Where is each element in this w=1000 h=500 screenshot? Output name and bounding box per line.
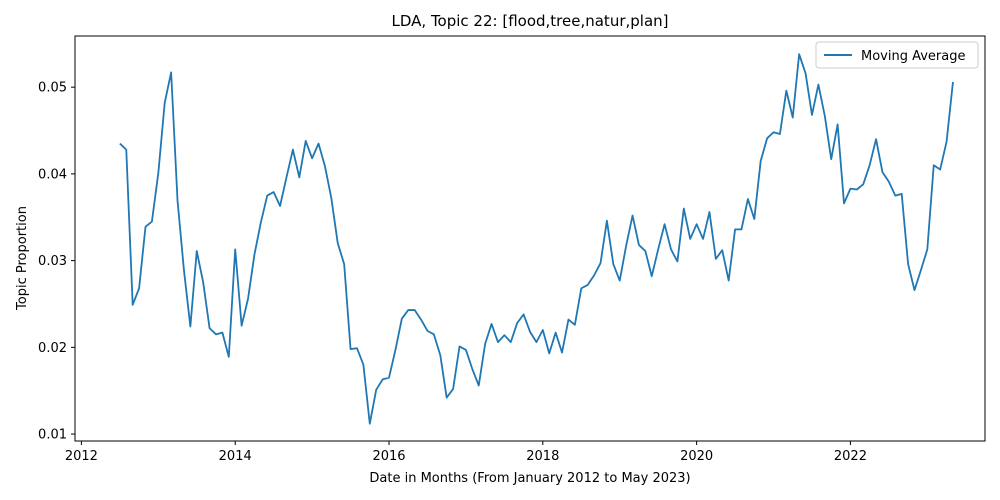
- x-tick-label: 2020: [680, 449, 713, 464]
- y-axis-title: Topic Proportion: [15, 206, 30, 311]
- y-tick-label: 0.03: [38, 254, 67, 269]
- plot-frame: [74, 35, 986, 442]
- x-tick-label: 2022: [834, 449, 867, 464]
- y-tick-label: 0.04: [38, 167, 67, 182]
- x-tick-label: 2012: [65, 449, 98, 464]
- y-tick-label: 0.05: [38, 81, 67, 96]
- y-tick-label: 0.02: [38, 341, 67, 356]
- legend-label: Moving Average: [861, 49, 965, 64]
- x-tick-label: 2014: [219, 449, 252, 464]
- x-axis-title: Date in Months (From January 2012 to May…: [369, 471, 690, 486]
- x-tick-label: 2016: [372, 449, 405, 464]
- y-axis-ticks: 0.01 0.02 0.03 0.04 0.05: [38, 81, 75, 443]
- legend-box: [815, 41, 979, 69]
- y-tick-label: 0.01: [38, 428, 67, 443]
- series-line-moving-average: [119, 53, 954, 425]
- x-axis-ticks: 2012 2014 2016 2018 2020 2022: [65, 441, 867, 464]
- chart-title: LDA, Topic 22: [flood,tree,natur,plan]: [392, 12, 669, 30]
- series-layer: [119, 53, 954, 425]
- x-tick-label: 2018: [526, 449, 559, 464]
- legend: Moving Average: [815, 41, 979, 69]
